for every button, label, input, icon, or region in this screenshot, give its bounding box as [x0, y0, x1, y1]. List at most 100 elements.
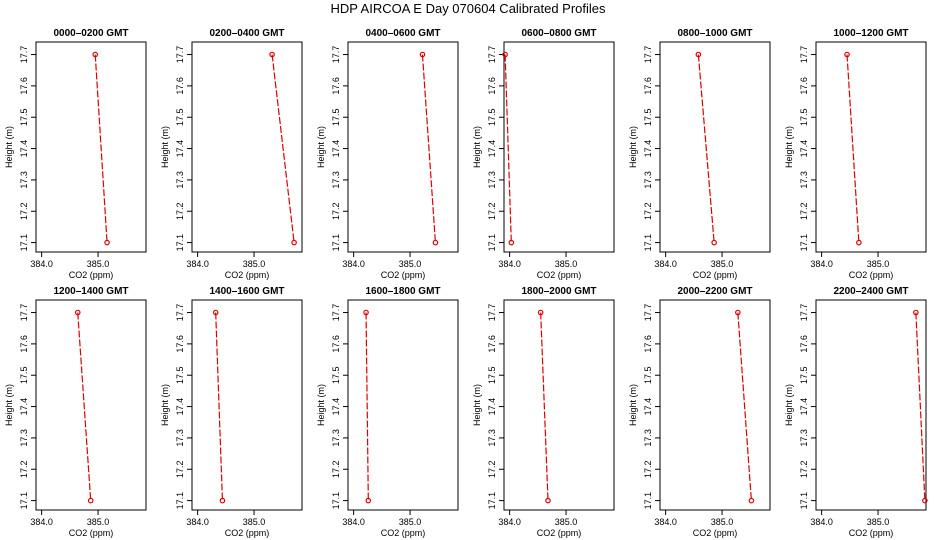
- panel-title: 1600–1800 GMT: [365, 286, 440, 297]
- y-tick-label: 17.6: [331, 335, 341, 353]
- panel-title: 1800–2000 GMT: [521, 286, 596, 297]
- y-tick-label: 17.7: [331, 304, 341, 322]
- y-axis-label: Height (m): [784, 384, 794, 426]
- y-axis-label: Height (m): [628, 384, 638, 426]
- panel-title: 0000–0200 GMT: [53, 28, 128, 39]
- profile-line: [846, 54, 860, 243]
- y-tick-label: 17.5: [799, 108, 809, 126]
- x-axis-label: CO2 (ppm): [69, 270, 114, 280]
- y-axis-label: Height (m): [316, 384, 326, 426]
- x-tick-label: 384.0: [654, 517, 677, 527]
- x-axis-label: CO2 (ppm): [693, 528, 738, 538]
- x-tick-label: 385.0: [867, 517, 890, 527]
- x-tick-label: 384.0: [342, 259, 365, 269]
- y-tick-label: 17.3: [487, 429, 497, 447]
- y-tick-label: 17.7: [331, 46, 341, 64]
- y-tick-label: 17.3: [487, 171, 497, 189]
- y-tick-label: 17.3: [643, 171, 653, 189]
- panel: 0800–1000 GMT 384.0 385.0 17.1 17.2 17.3 17.4 1…: [628, 28, 771, 280]
- data-point: [219, 497, 226, 504]
- panel: 1600–1800 GMT 384.0 385.0 17.1 17.2 17.3 17.4 1…: [316, 286, 459, 538]
- y-tick-label: 17.1: [19, 234, 29, 252]
- y-axis-label: Height (m): [628, 126, 638, 168]
- y-tick-label: 17.5: [19, 366, 29, 384]
- x-axis-label: CO2 (ppm): [381, 270, 426, 280]
- panel-title: 0200–0400 GMT: [209, 28, 284, 39]
- y-tick-label: 17.2: [643, 202, 653, 220]
- y-tick-label: 17.5: [643, 108, 653, 126]
- y-tick-label: 17.3: [19, 429, 29, 447]
- x-tick-label: 385.0: [87, 517, 110, 527]
- profile-line: [421, 54, 437, 243]
- y-tick-label: 17.2: [487, 202, 497, 220]
- x-axis-label: CO2 (ppm): [225, 528, 270, 538]
- x-tick-label: 384.0: [810, 517, 833, 527]
- figure-title: HDP AIRCOA E Day 070604 Calibrated Profi…: [330, 1, 606, 16]
- y-tick-label: 17.7: [799, 304, 809, 322]
- y-tick-label: 17.1: [643, 234, 653, 252]
- x-tick-label: 385.0: [711, 517, 734, 527]
- y-tick-label: 17.3: [799, 171, 809, 189]
- y-tick-label: 17.4: [175, 140, 185, 158]
- y-tick-label: 17.1: [175, 234, 185, 252]
- y-tick-label: 17.7: [643, 46, 653, 64]
- y-tick-label: 17.5: [487, 366, 497, 384]
- y-tick-label: 17.1: [175, 492, 185, 510]
- data-point: [269, 51, 275, 58]
- panel: 0000–0200 GMT 384.0 385.0 17.1 17.2 17.3 17.4 1…: [4, 28, 147, 280]
- x-tick-label: 384.0: [498, 517, 521, 527]
- y-tick-label: 17.6: [175, 335, 185, 353]
- panel: 0400–0600 GMT 384.0 385.0 17.1 17.2 17.3 17.4 1…: [316, 28, 459, 280]
- x-tick-label: 385.0: [243, 259, 266, 269]
- data-point: [922, 497, 928, 504]
- y-tick-label: 17.3: [19, 171, 29, 189]
- panel: 1200–1400 GMT 384.0 385.0 17.1 17.2 17.3 17.4 1…: [4, 286, 147, 538]
- panel: 0200–0400 GMT 384.0 385.0 17.1 17.2 17.3 17.4 1…: [160, 28, 303, 280]
- y-tick-label: 17.1: [799, 234, 809, 252]
- y-tick-label: 17.6: [487, 77, 497, 95]
- data-point: [913, 309, 919, 316]
- x-tick-label: 384.0: [810, 259, 833, 269]
- plot-frame: [35, 299, 147, 511]
- x-axis-label: CO2 (ppm): [537, 528, 582, 538]
- data-point: [844, 51, 850, 58]
- y-tick-label: 17.3: [175, 171, 185, 189]
- x-tick-label: 384.0: [498, 259, 521, 269]
- y-tick-label: 17.5: [643, 366, 653, 384]
- y-tick-label: 17.7: [799, 46, 809, 64]
- y-tick-label: 17.4: [643, 398, 653, 416]
- y-tick-label: 17.6: [331, 77, 341, 95]
- y-tick-label: 17.2: [175, 202, 185, 220]
- y-tick-label: 17.5: [799, 366, 809, 384]
- data-point: [365, 497, 372, 504]
- y-tick-label: 17.5: [175, 108, 185, 126]
- plot-frame: [659, 299, 771, 511]
- panel-grid: 0000–0200 GMT 384.0 385.0 17.1 17.2 17.3 17.4 1…: [4, 28, 928, 538]
- y-tick-label: 17.1: [19, 492, 29, 510]
- y-tick-label: 17.1: [643, 492, 653, 510]
- y-tick-label: 17.7: [19, 46, 29, 64]
- data-point: [502, 51, 508, 58]
- data-point: [92, 51, 99, 58]
- data-point: [508, 239, 515, 246]
- x-axis-label: CO2 (ppm): [537, 270, 582, 280]
- x-tick-label: 385.0: [711, 259, 734, 269]
- y-tick-label: 17.3: [799, 429, 809, 447]
- y-tick-label: 17.6: [799, 335, 809, 353]
- panel: 2000–2200 GMT 384.0 385.0 17.1 17.2 17.3 17.4 1…: [628, 286, 771, 538]
- y-tick-label: 17.6: [799, 77, 809, 95]
- y-tick-label: 17.3: [643, 429, 653, 447]
- x-axis-label: CO2 (ppm): [381, 528, 426, 538]
- panel: 1000–1200 GMT 384.0 385.0 17.1 17.2 17.3 17.4 1…: [784, 28, 927, 280]
- panel-title: 2200–2400 GMT: [833, 286, 908, 297]
- y-tick-label: 17.4: [175, 398, 185, 416]
- data-point: [695, 51, 702, 58]
- x-axis-label: CO2 (ppm): [849, 528, 894, 538]
- panel-title: 0600–0800 GMT: [521, 28, 596, 39]
- y-tick-label: 17.2: [175, 460, 185, 478]
- x-tick-label: 384.0: [342, 517, 365, 527]
- y-tick-label: 17.2: [19, 202, 29, 220]
- x-tick-label: 384.0: [186, 517, 209, 527]
- profile-line: [94, 54, 108, 243]
